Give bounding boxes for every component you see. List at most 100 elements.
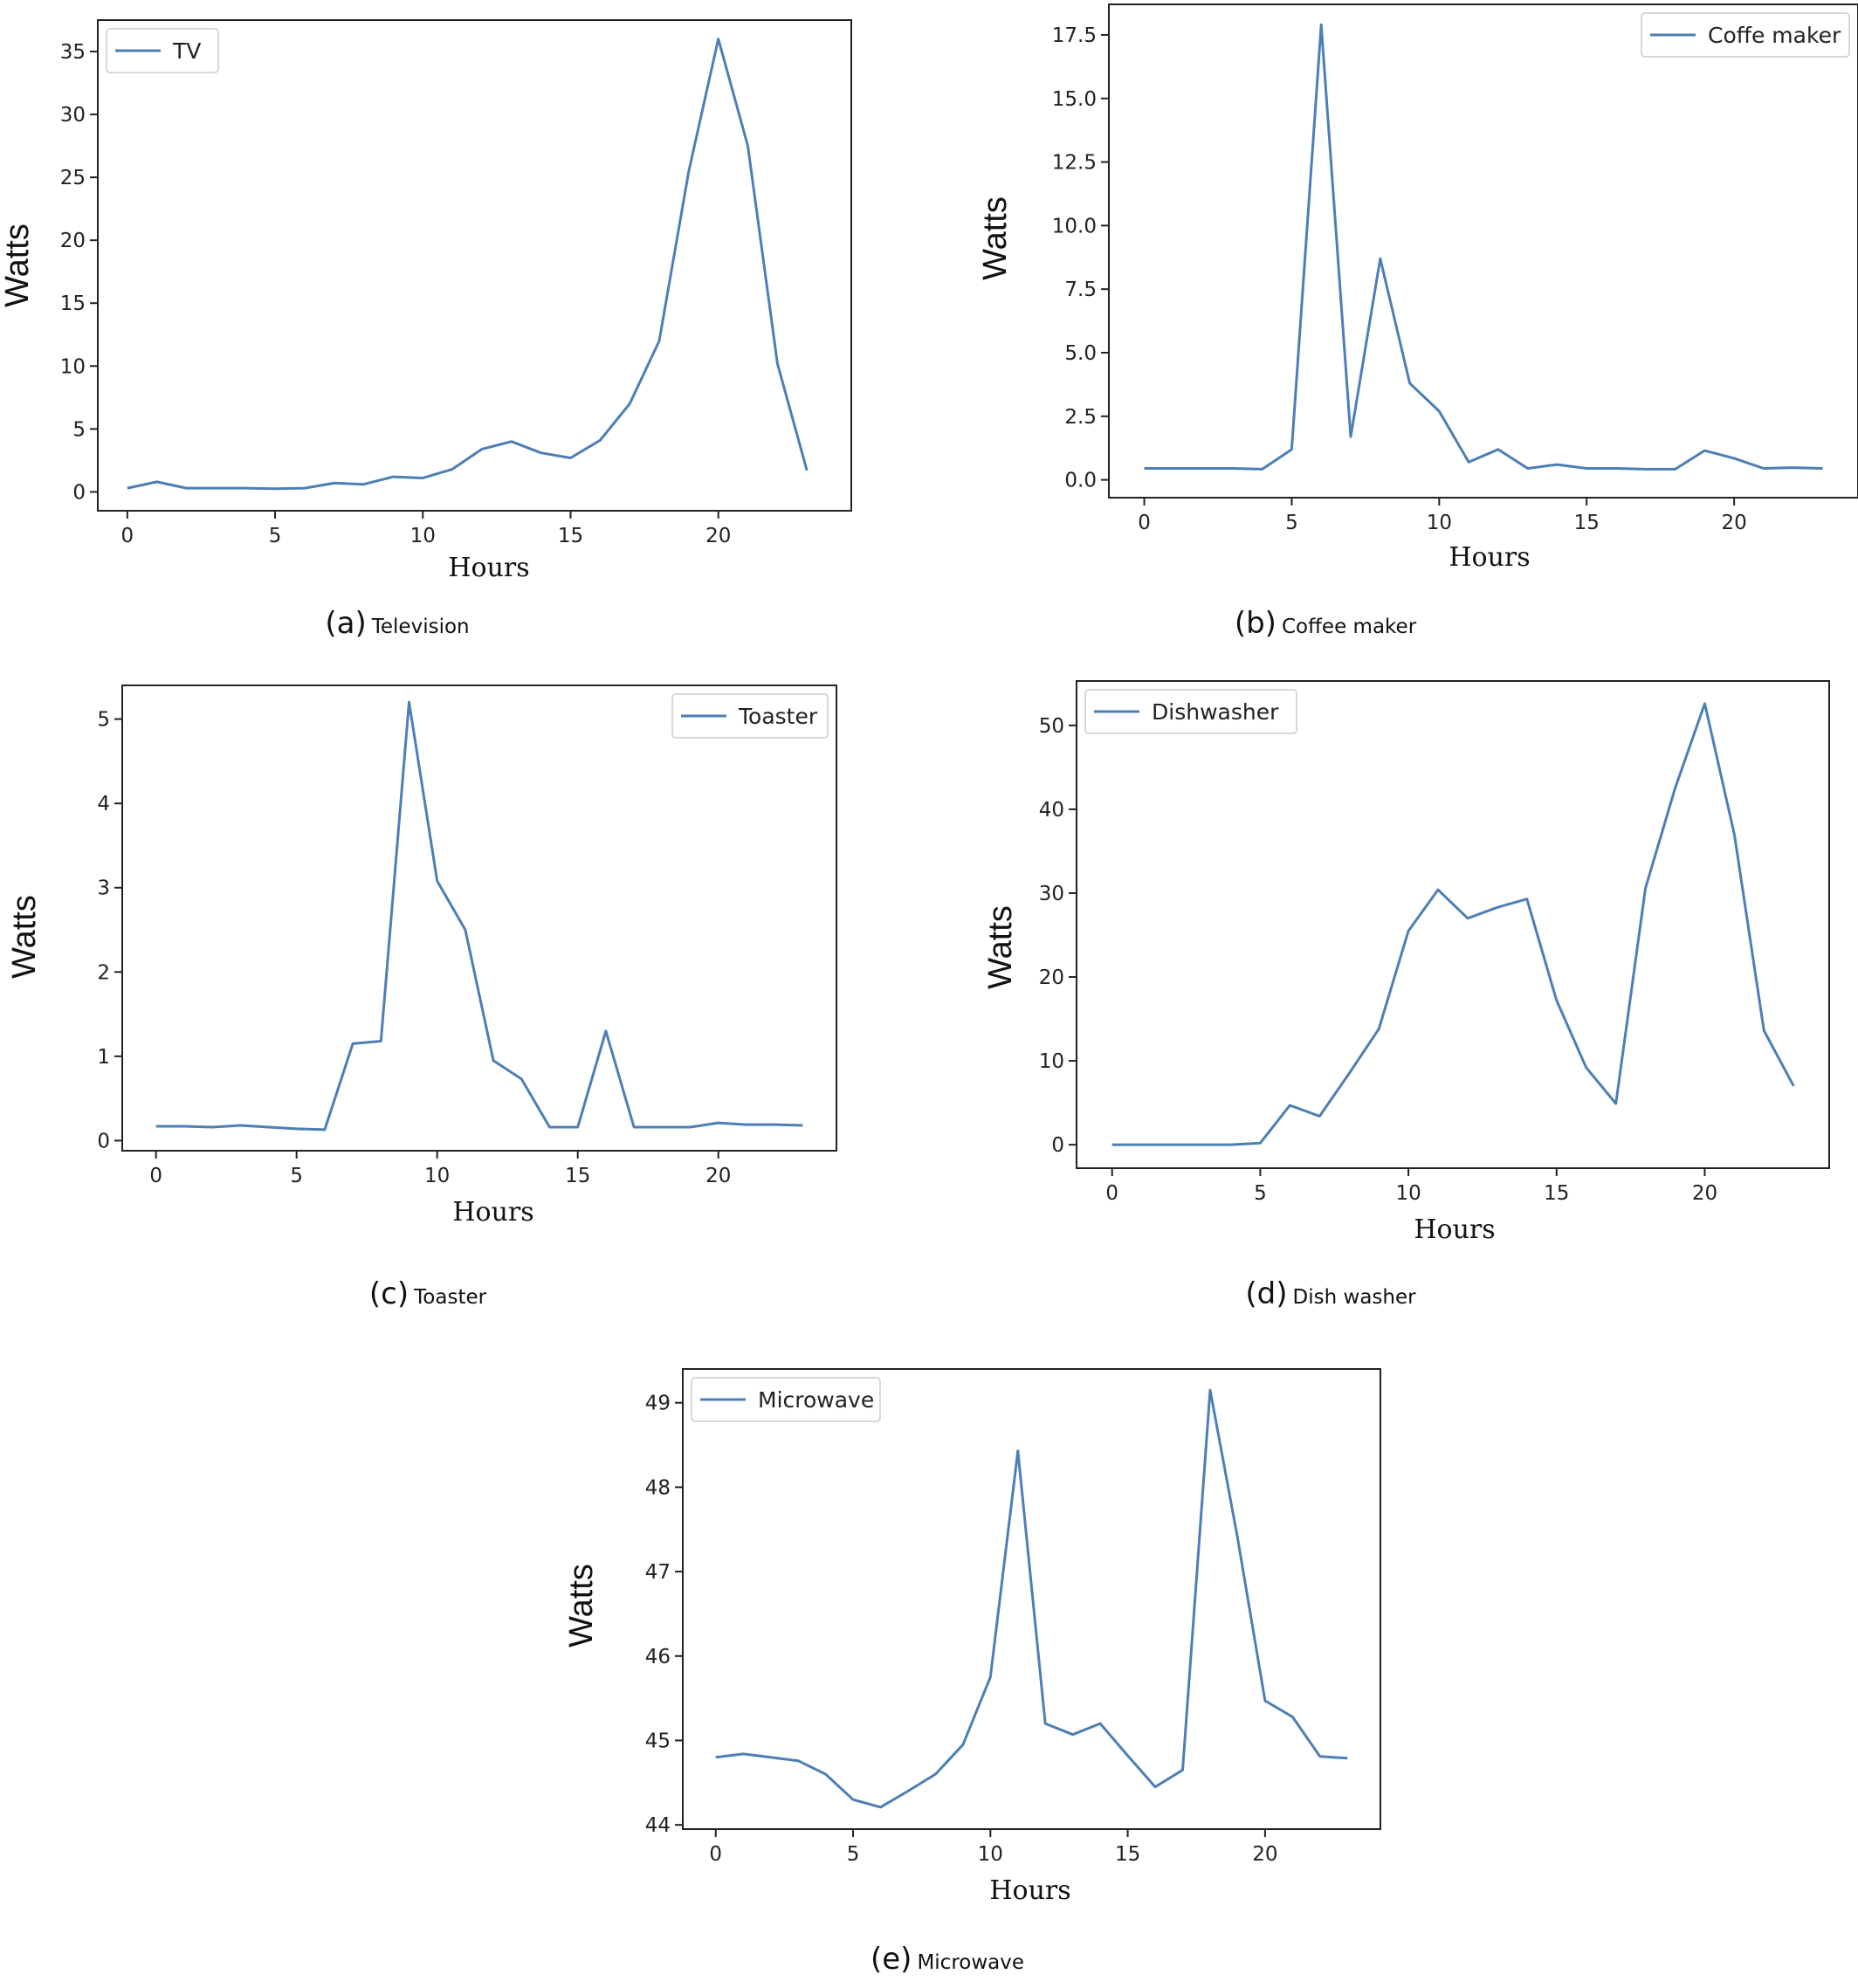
caption-text: Microwave [917,1951,1024,1974]
legend-box [106,28,219,73]
legend-label: TV [172,38,201,64]
y-tick-label: 40 [1039,799,1064,822]
y-axis-label: Watts [0,224,36,307]
caption-text: Dish washer [1293,1286,1417,1309]
x-tick-label: 20 [705,1165,731,1187]
x-tick-label: 20 [1252,1843,1277,1866]
legend-label: Microwave [758,1387,874,1413]
y-tick-label: 2 [97,961,110,984]
x-tick-label: 5 [1254,1182,1267,1205]
series-line [1144,23,1823,471]
y-tick-label: 5 [72,418,86,441]
y-tick-label: 17.5 [1052,24,1097,47]
legend: Toaster [671,693,829,739]
caption-label: (e) [871,1942,912,1977]
y-tick-label: 12.5 [1052,152,1097,175]
caption-label: (b) [1235,606,1277,641]
y-tick-label: 30 [60,104,86,127]
y-tick-label: 35 [60,41,86,64]
y-tick-label: 5 [97,709,110,732]
y-axis-label: Watts [982,905,1019,989]
series-line [715,1388,1348,1809]
x-tick-label: 0 [1105,1182,1118,1205]
series-line [127,38,809,491]
y-tick-label: 20 [60,230,86,252]
subfigure-caption: (c) Toaster [369,1276,487,1311]
caption-label: (a) [325,606,366,641]
legend-box [671,693,829,739]
y-tick-label: 0 [1051,1134,1064,1157]
y-axis-label: Watts [6,895,43,979]
legend-box [1641,12,1850,58]
y-tick-label: 3 [97,877,110,900]
x-tick-label: 5 [847,1843,860,1866]
y-tick-label: 49 [645,1393,671,1415]
legend: TV [106,28,219,73]
legend-label: Toaster [738,704,818,729]
x-tick-label: 15 [1574,512,1600,534]
legend-label: Dishwasher [1152,699,1279,725]
x-tick-label: 20 [1721,512,1746,534]
legend: Coffe maker [1641,12,1850,58]
y-tick-label: 15.0 [1052,88,1097,111]
y-tick-label: 4 [97,793,110,815]
x-tick-label: 10 [410,525,436,547]
y-axis-label: Watts [977,196,1014,280]
x-tick-label: 10 [1395,1182,1421,1205]
caption-text: Toaster [413,1286,486,1309]
plot-frame [1108,3,1858,499]
x-tick-label: 15 [565,1165,590,1187]
x-tick-label: 0 [1138,512,1151,534]
caption-label: (d) [1245,1276,1287,1311]
x-axis-label: Hours [452,1197,533,1228]
caption-text: Coffee maker [1282,616,1417,638]
legend-label: Coffe maker [1708,23,1841,48]
x-tick-label: 5 [269,525,282,547]
y-tick-label: 44 [645,1814,671,1837]
plot-frame [682,1368,1381,1830]
x-tick-label: 15 [1115,1843,1140,1866]
y-tick-label: 30 [1039,883,1064,905]
x-tick-label: 0 [149,1165,162,1187]
x-tick-label: 5 [290,1165,303,1187]
y-tick-label: 48 [645,1476,671,1499]
caption-label: (c) [369,1276,409,1311]
y-tick-label: 2.5 [1064,406,1097,429]
subfigure-caption: (e) Microwave [871,1942,1024,1977]
y-axis-label: Watts [563,1564,600,1647]
x-tick-label: 0 [121,525,134,547]
y-tick-label: 0 [72,481,86,504]
x-tick-label: 10 [1427,512,1452,534]
plot-frame [97,19,852,512]
subfigure-caption: (b) Coffee maker [1235,606,1417,641]
x-tick-label: 20 [1692,1182,1717,1205]
y-tick-label: 10 [1039,1050,1064,1073]
legend: Microwave [691,1377,881,1422]
x-axis-label: Hours [989,1875,1070,1906]
x-tick-label: 5 [1285,512,1298,534]
legend-box [691,1377,881,1422]
caption-text: Television [371,616,470,638]
y-tick-label: 5.0 [1064,342,1097,365]
plot-frame [1076,680,1830,1169]
y-tick-label: 25 [60,167,86,189]
y-tick-label: 45 [645,1730,671,1752]
x-axis-label: Hours [448,553,529,583]
panel-a-television: 0 5 10 15 20 0 5 10 15 20 25 30 35 TV Hours Watts (a) Tel… [0,19,852,641]
x-tick-label: 0 [709,1843,722,1866]
subfigure-caption: (a) Television [325,606,469,641]
subfigure-caption: (d) Dish washer [1245,1276,1416,1311]
legend: Dishwasher [1084,689,1297,734]
plot-frame [121,684,837,1152]
y-tick-label: 15 [60,292,86,315]
panel-e-microwave: 0 5 10 15 20 44 45 46 47 48 49 Microwave Hours Watts (… [563,1368,1381,1977]
y-tick-label: 46 [645,1646,671,1668]
panel-b-coffee-maker: 0 5 10 15 20 0.0 2.5 5.0 7.5 10.0 12.5 15.0 17.5 Coff… [977,3,1858,641]
y-tick-label: 7.5 [1064,279,1097,301]
y-tick-label: 10.0 [1052,215,1097,237]
y-tick-label: 10 [60,355,86,378]
series-line [155,700,803,1132]
x-tick-label: 10 [424,1165,450,1187]
